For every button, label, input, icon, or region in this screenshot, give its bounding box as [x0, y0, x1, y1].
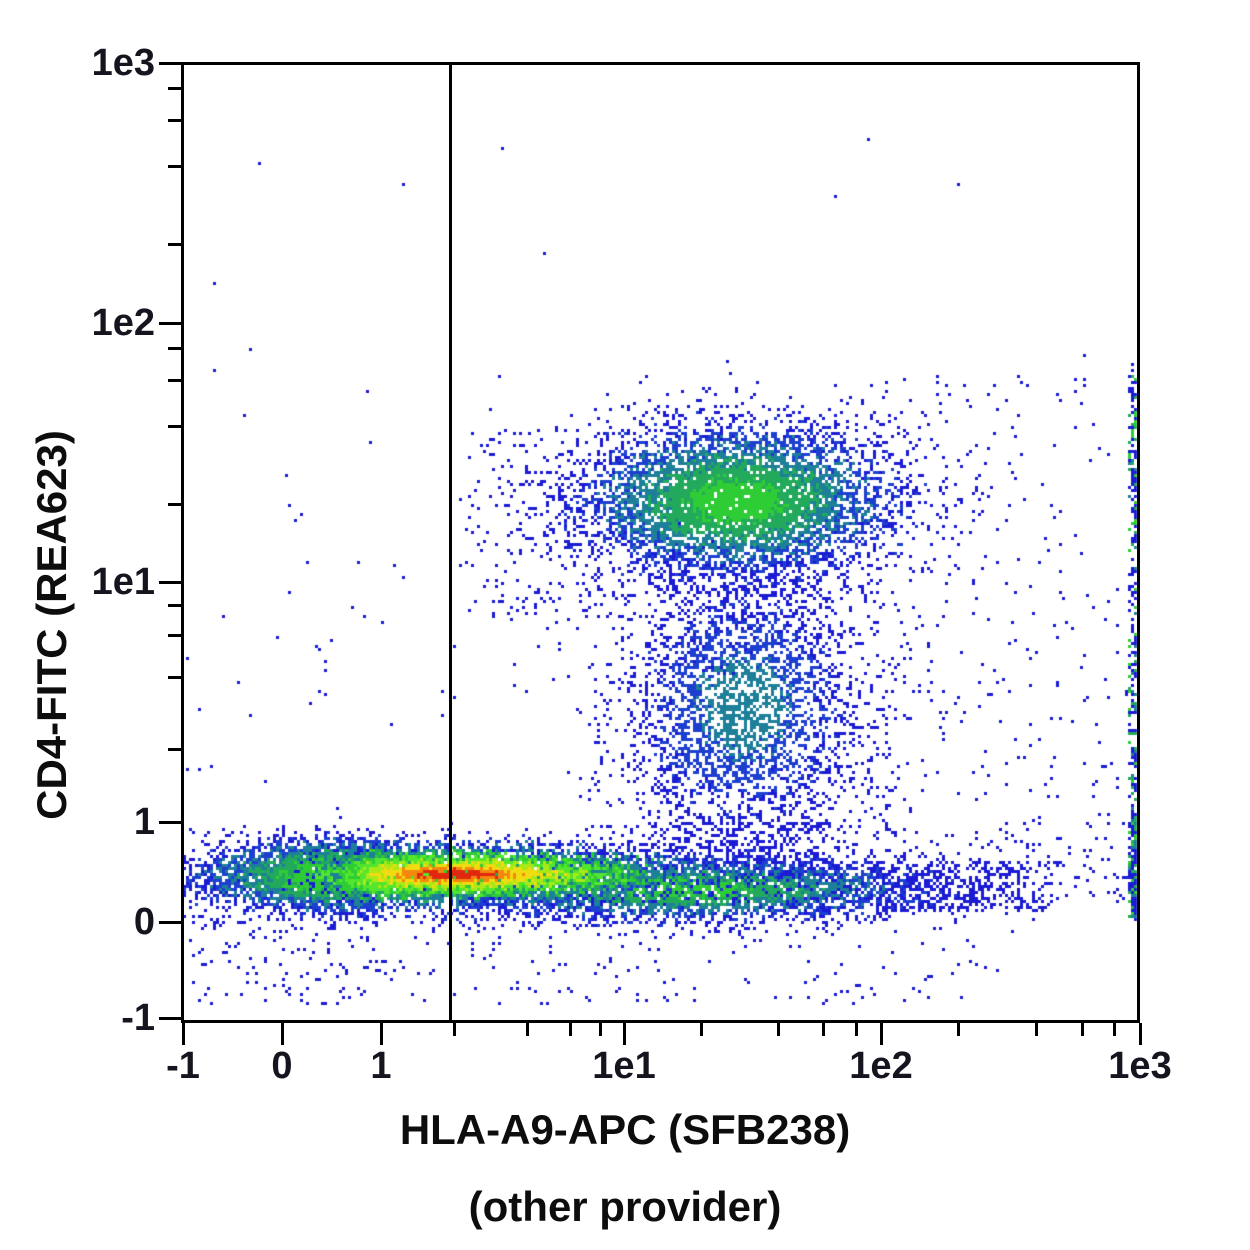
x-tick-label: 1e2: [849, 1045, 913, 1087]
y-major-tick: [159, 61, 181, 65]
y-minor-tick: [168, 603, 181, 607]
x-minor-tick: [1081, 1023, 1085, 1036]
x-minor-tick: [854, 1023, 858, 1036]
x-tick-label: 1: [370, 1045, 392, 1087]
y-minor-tick: [168, 633, 181, 637]
y-tick-label: -1: [121, 997, 155, 1039]
x-major-tick: [622, 1023, 626, 1045]
x-major-tick: [181, 1023, 185, 1045]
y-tick-label: 1e1: [91, 561, 155, 603]
x-minor-tick: [598, 1023, 602, 1036]
y-tick-label: 0: [133, 901, 155, 943]
y-major-tick: [159, 321, 181, 325]
y-minor-tick: [168, 119, 181, 123]
y-tick-label: 1e2: [91, 302, 155, 344]
y-minor-tick: [168, 748, 181, 752]
x-minor-tick: [1035, 1023, 1039, 1036]
x-major-tick: [280, 1023, 284, 1045]
x-minor-tick: [1113, 1023, 1117, 1036]
x-minor-tick: [822, 1023, 826, 1036]
gate-line: [448, 65, 452, 1020]
x-minor-tick: [452, 1023, 456, 1036]
x-minor-tick: [699, 1023, 703, 1036]
y-major-tick: [159, 1016, 181, 1020]
y-minor-tick: [168, 502, 181, 506]
y-tick-label: 1: [133, 801, 155, 843]
x-minor-tick: [568, 1023, 572, 1036]
y-tick-label: 1e3: [91, 42, 155, 84]
y-major-tick: [159, 580, 181, 584]
y-minor-tick: [168, 424, 181, 428]
x-major-tick: [379, 1023, 383, 1045]
x-axis-title: HLA-A9-APC (SFB238): [399, 1106, 851, 1153]
x-axis-title-line2: (other provider): [468, 1183, 782, 1230]
y-minor-tick: [168, 346, 181, 350]
x-major-tick: [879, 1023, 883, 1045]
x-tick-label: 1e1: [592, 1045, 656, 1087]
y-minor-tick: [168, 378, 181, 382]
x-tick-label: 1e3: [1108, 1045, 1172, 1087]
y-minor-tick: [168, 86, 181, 90]
y-major-tick: [159, 920, 181, 924]
x-minor-tick: [777, 1023, 781, 1036]
x-major-tick: [1138, 1023, 1142, 1045]
y-minor-tick: [168, 164, 181, 168]
y-minor-tick: [168, 243, 181, 247]
x-tick-label: -1: [166, 1045, 200, 1087]
x-tick-label: 0: [271, 1045, 293, 1087]
y-axis-title: CD4-FITC (REA623): [28, 430, 75, 820]
x-minor-tick: [957, 1023, 961, 1036]
x-minor-tick: [525, 1023, 529, 1036]
y-minor-tick: [168, 676, 181, 679]
y-major-tick: [159, 820, 181, 824]
